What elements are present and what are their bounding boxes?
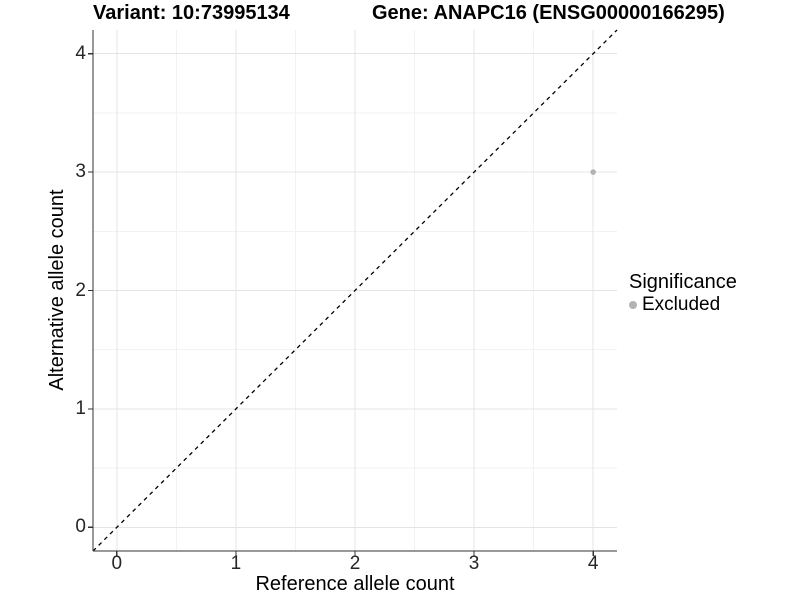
x-tick-label: 3: [468, 553, 480, 574]
y-tick-label: 4: [75, 42, 86, 64]
y-tick-label: 0: [75, 516, 86, 538]
plot-title-variant: Variant: 10:73995134: [93, 2, 290, 24]
legend-item: Excluded: [629, 295, 799, 315]
y-tick-label: 2: [75, 279, 86, 301]
x-tick-label: 0: [111, 553, 123, 574]
data-point: [590, 169, 596, 175]
y-tick-label: 3: [75, 161, 86, 183]
plot-title-gene: Gene: ANAPC16 (ENSG00000166295): [372, 2, 725, 24]
y-axis-title: Alternative allele count: [46, 189, 68, 391]
x-tick-label: 1: [230, 553, 242, 574]
y-tick-label: 1: [75, 397, 86, 419]
legend-item-label: Excluded: [642, 294, 721, 315]
legend: Significance Excluded: [629, 270, 799, 315]
x-tick-label: 2: [349, 553, 361, 574]
legend-title: Significance: [629, 271, 737, 293]
identity-dashed-line: [92, 29, 618, 552]
x-axis-title: Reference allele count: [255, 573, 455, 595]
x-tick-label: 4: [587, 553, 599, 574]
legend-items: Excluded: [629, 295, 799, 315]
legend-point-icon: [629, 301, 637, 309]
